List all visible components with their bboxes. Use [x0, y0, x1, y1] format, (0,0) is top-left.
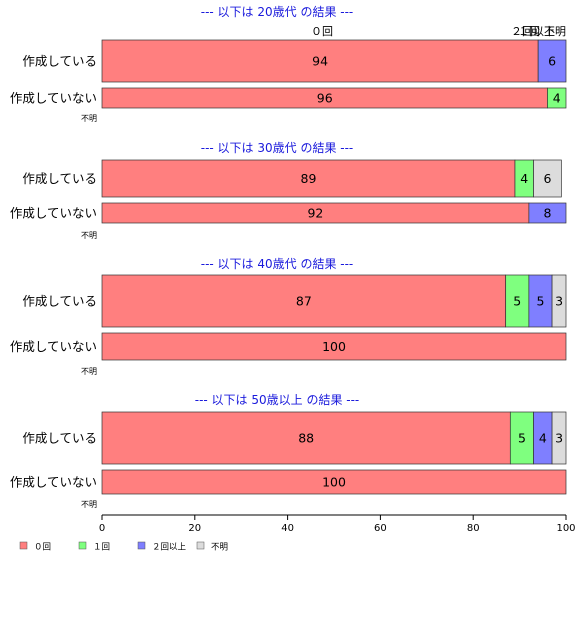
bar-segment-０回	[101, 411, 511, 465]
data-label: 5	[537, 294, 545, 309]
legend-swatch	[196, 541, 205, 550]
bar-segment-０回	[101, 159, 516, 198]
legend-label: ０回	[34, 543, 51, 553]
data-label: 89	[301, 171, 317, 186]
x-tick-label: 40	[281, 523, 294, 534]
header-label-0: ０回	[311, 25, 333, 38]
legend-label: 不明	[211, 543, 228, 553]
bar-segment-不明	[551, 411, 567, 465]
bar-segment-０回	[101, 274, 507, 328]
data-label: 96	[317, 91, 333, 106]
panel-title-2: --- 以下は 40歳代 の結果 ---	[201, 257, 354, 271]
data-label: 92	[307, 206, 323, 221]
bar-segment-０回	[101, 469, 567, 495]
bar-segment-不明	[533, 159, 562, 198]
data-label: 100	[322, 475, 346, 490]
legend-label: ２回以上	[152, 543, 187, 553]
bar-segment-１回	[547, 87, 567, 109]
footnote-label: 不明	[81, 500, 97, 509]
category-label: 作成している	[22, 54, 97, 69]
bar-segment-０回	[101, 39, 539, 83]
data-label: 5	[513, 294, 521, 309]
panel-title-1: --- 以下は 30歳代 の結果 ---	[201, 141, 354, 155]
data-label: 6	[543, 171, 551, 186]
legend-swatch	[137, 541, 146, 550]
footnote-label: 不明	[81, 114, 97, 123]
header-label-1: １回	[518, 25, 540, 38]
panel-title-3: --- 以下は 50歳以上 の結果 ---	[195, 393, 360, 407]
data-label: 4	[553, 91, 561, 106]
x-tick-label: 80	[467, 523, 480, 534]
data-label: 3	[555, 431, 563, 446]
category-label: 作成している	[22, 431, 97, 446]
data-label: 4	[520, 171, 528, 186]
bar-segment-０回	[101, 332, 567, 361]
footnote-label: 不明	[81, 231, 97, 240]
category-label: 作成している	[22, 171, 97, 186]
bar-segment-２回以上	[537, 39, 567, 83]
header-label-3: 不明	[544, 25, 566, 38]
category-label: 作成していない	[10, 475, 97, 490]
panel-title-0: --- 以下は 20歳代 の結果 ---	[201, 5, 354, 19]
data-label: 6	[548, 54, 556, 69]
category-label: 作成している	[22, 294, 97, 309]
x-tick-label: 0	[99, 523, 105, 534]
data-label: 87	[296, 294, 312, 309]
header-label-2: ２回以上	[511, 25, 555, 38]
data-label: 100	[322, 339, 346, 354]
data-label: 94	[312, 54, 328, 69]
data-label: 88	[298, 431, 314, 446]
bar-segment-不明	[551, 274, 567, 328]
footnote-label: 不明	[81, 367, 97, 376]
category-label: 作成していない	[10, 339, 97, 354]
data-label: 8	[543, 206, 551, 221]
bar-segment-２回以上	[528, 202, 567, 224]
legend-swatch	[78, 541, 87, 550]
category-label: 作成していない	[10, 206, 97, 221]
x-tick-label: 100	[556, 523, 575, 534]
data-label: 4	[539, 431, 547, 446]
legend-swatch	[19, 541, 28, 550]
x-tick-label: 20	[188, 523, 201, 534]
data-label: 3	[555, 294, 563, 309]
data-label: 5	[518, 431, 526, 446]
legend-label: １回	[93, 543, 110, 553]
x-tick-label: 60	[374, 523, 387, 534]
category-label: 作成していない	[10, 91, 97, 106]
